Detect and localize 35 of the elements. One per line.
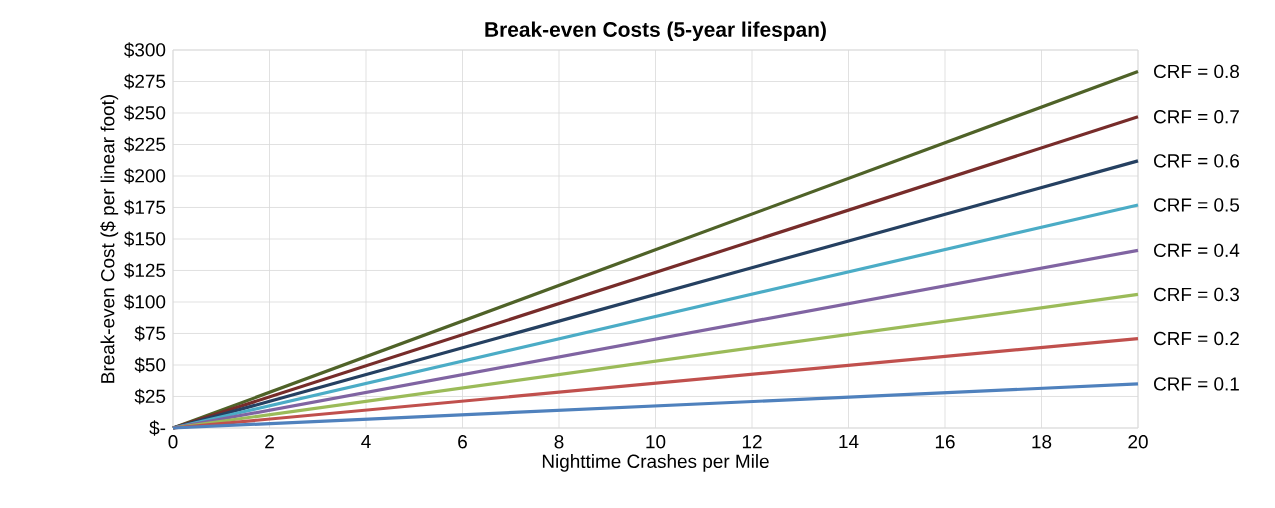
x-tick-label: 6: [458, 435, 467, 449]
series-label: CRF = 0.5: [1154, 198, 1240, 212]
y-tick-label: $-: [149, 420, 166, 436]
y-tick-label: $175: [124, 199, 166, 216]
x-tick-label: 0: [168, 435, 178, 449]
y-axis-title: Break-even Cost ($ per linear foot): [100, 95, 119, 383]
x-tick-label: 4: [361, 435, 371, 449]
series-label: CRF = 0.3: [1154, 287, 1239, 302]
x-tick-label: 20: [1128, 435, 1148, 449]
x-tick-label: 10: [646, 435, 666, 449]
chart-title: Break-even Costs (5-year lifespan): [485, 21, 826, 42]
series-label: CRF = 0.1: [1154, 377, 1239, 391]
x-tick-label: 8: [554, 435, 564, 449]
series-label: CRF = 0.6: [1154, 154, 1239, 168]
series-label: CRF = 0.4: [1154, 243, 1240, 258]
x-tick-label: 18: [1032, 435, 1052, 449]
y-tick-label: $150: [124, 231, 166, 247]
x-tick-label: 14: [839, 435, 859, 449]
series-label: CRF = 0.2: [1154, 331, 1239, 346]
y-tick-label: $25: [134, 388, 166, 405]
y-tick-label: $200: [124, 168, 166, 184]
series-label: CRF = 0.7: [1154, 110, 1239, 124]
x-tick-label: 16: [935, 435, 955, 449]
y-tick-label: $225: [124, 136, 166, 153]
x-axis-title: Nighttime Crashes per Mile: [542, 454, 769, 472]
y-tick-label: $75: [134, 325, 166, 342]
x-tick-label: 2: [265, 435, 274, 449]
y-tick-label: $275: [124, 73, 166, 90]
y-tick-label: $250: [124, 105, 166, 121]
y-tick-label: $50: [134, 357, 166, 373]
series-label: CRF = 0.8: [1154, 64, 1240, 79]
y-tick-label: $100: [124, 294, 166, 310]
y-tick-label: $300: [124, 42, 166, 58]
x-tick-label: 12: [742, 435, 762, 449]
y-tick-label: $125: [124, 262, 166, 279]
